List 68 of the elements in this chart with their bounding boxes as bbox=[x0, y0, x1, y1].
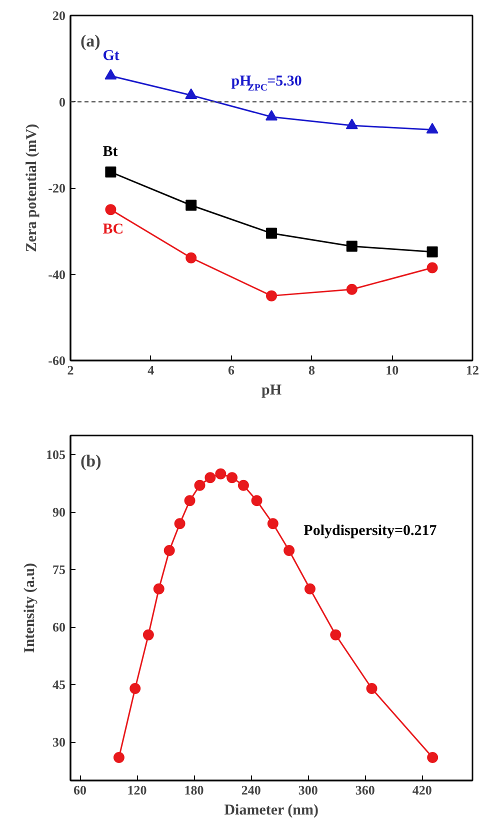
x-tick-label: 6 bbox=[228, 362, 236, 378]
y-tick-label: 45 bbox=[52, 677, 66, 692]
y-tick-label: 30 bbox=[52, 734, 66, 750]
y-tick-label: 75 bbox=[52, 562, 66, 578]
x-tick-label: 360 bbox=[355, 782, 375, 798]
point bbox=[186, 200, 197, 211]
point bbox=[346, 240, 358, 252]
series-label: Bt bbox=[102, 144, 118, 160]
point bbox=[194, 480, 206, 491]
point bbox=[130, 683, 141, 694]
x-tick-label: 10 bbox=[386, 362, 399, 378]
x-tick-label: 120 bbox=[127, 782, 147, 798]
point bbox=[330, 629, 342, 640]
annotation: Polydispersity=0.217 bbox=[304, 523, 438, 539]
point bbox=[426, 122, 438, 134]
point bbox=[366, 683, 378, 694]
x-tick-label: 12 bbox=[466, 362, 479, 378]
x-tick-label: 2 bbox=[67, 362, 74, 378]
x-axis-title: pH bbox=[261, 382, 282, 398]
y-tick-label: -20 bbox=[48, 180, 66, 196]
point bbox=[426, 262, 438, 274]
point bbox=[266, 110, 278, 121]
point bbox=[184, 495, 196, 506]
y-tick-label: 90 bbox=[52, 504, 66, 520]
point bbox=[226, 472, 238, 484]
y-axis-title: Zera potential (mV) bbox=[24, 124, 40, 252]
series-label: BC bbox=[102, 222, 124, 238]
x-tick-label: 180 bbox=[184, 782, 204, 798]
y-tick-label: -40 bbox=[48, 266, 66, 282]
point bbox=[185, 88, 198, 99]
y-tick-label: -60 bbox=[48, 353, 66, 368]
x-axis-title: Diameter (nm) bbox=[224, 802, 319, 818]
point bbox=[105, 204, 116, 216]
point bbox=[266, 228, 277, 239]
x-tick-label: 60 bbox=[74, 782, 87, 798]
x-tick-label: 420 bbox=[412, 782, 432, 798]
point bbox=[104, 69, 117, 80]
point bbox=[153, 583, 164, 594]
point bbox=[346, 118, 358, 130]
point bbox=[105, 166, 116, 178]
point bbox=[266, 290, 277, 302]
point bbox=[346, 284, 358, 295]
series-label: Gt bbox=[102, 48, 120, 64]
x-tick-label: 300 bbox=[298, 782, 318, 798]
y-tick-label: 20 bbox=[52, 8, 66, 23]
y-tick-label: 105 bbox=[46, 447, 66, 462]
point bbox=[267, 518, 278, 530]
point bbox=[251, 495, 262, 506]
point bbox=[215, 468, 226, 480]
point bbox=[284, 545, 295, 556]
point bbox=[426, 246, 438, 258]
point bbox=[174, 518, 186, 530]
point bbox=[427, 752, 438, 763]
point bbox=[238, 480, 249, 491]
x-tick-label: 4 bbox=[148, 362, 155, 378]
y-tick-label: 60 bbox=[52, 620, 66, 635]
point bbox=[164, 545, 175, 556]
x-tick-label: 240 bbox=[241, 782, 261, 798]
point bbox=[204, 472, 216, 484]
y-axis-title: Intensity (a.u) bbox=[22, 562, 38, 654]
y-tick-label: 0 bbox=[59, 94, 66, 110]
x-tick-label: 8 bbox=[308, 362, 316, 378]
point bbox=[113, 752, 124, 763]
point bbox=[142, 629, 154, 640]
text: (b) bbox=[80, 452, 102, 470]
text: (a) bbox=[80, 32, 100, 50]
point bbox=[186, 252, 197, 264]
point bbox=[304, 583, 316, 594]
